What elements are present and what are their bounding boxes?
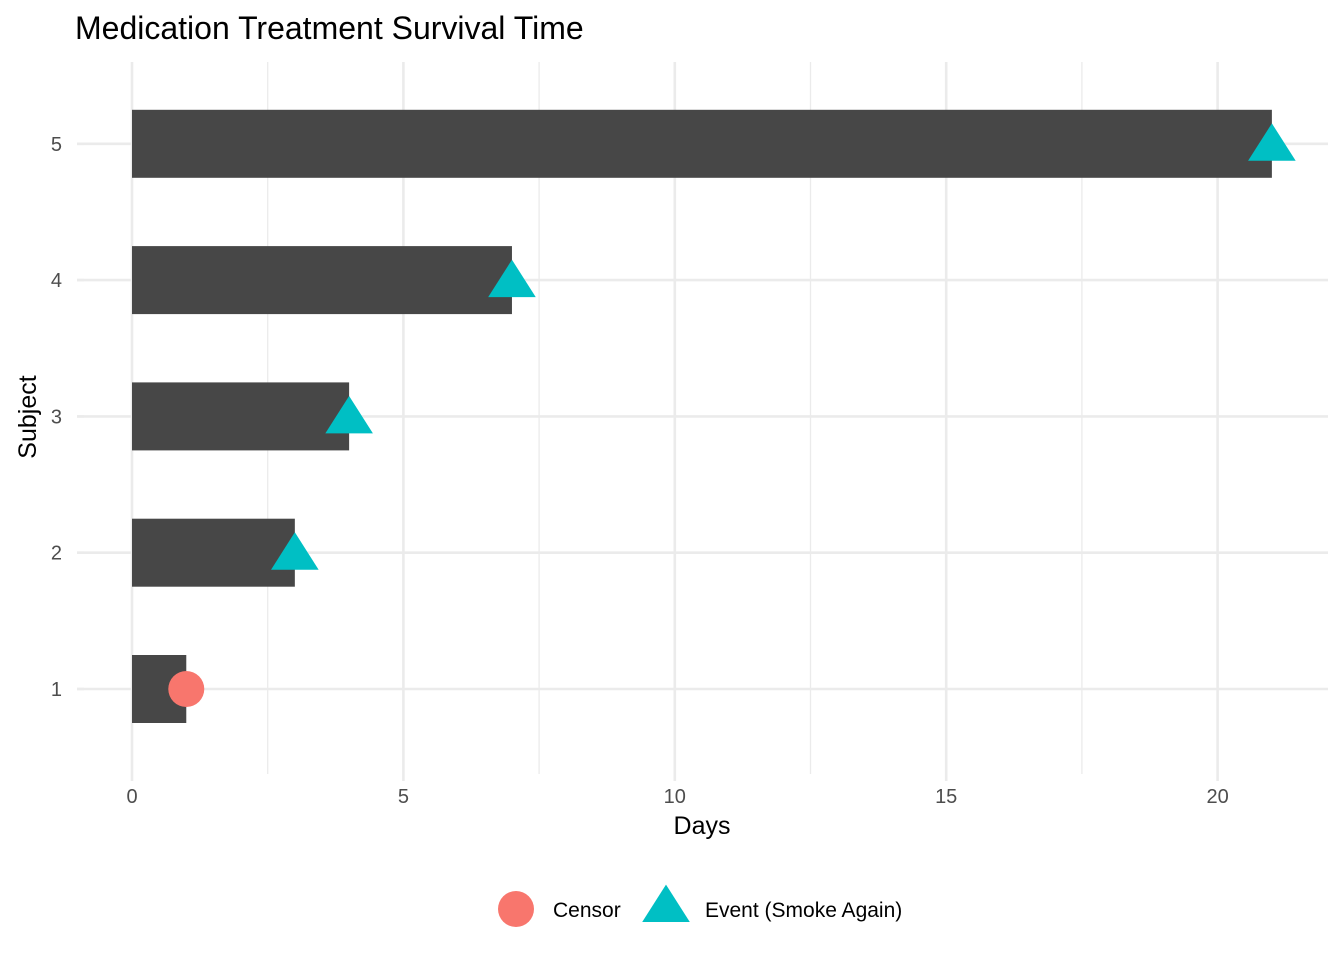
y-axis-ticks: 1 2 3 4 5: [51, 134, 84, 701]
event-marker: [325, 396, 373, 434]
y-tick-label: 3: [51, 406, 62, 428]
x-axis-ticks: 0 5 10 15 20: [126, 774, 1229, 808]
x-axis-title: Days: [674, 812, 731, 840]
bar-layer: [132, 109, 1272, 723]
y-tick-label: 2: [51, 543, 62, 565]
bar-subject-2: [132, 518, 295, 587]
y-axis-title: Subject: [14, 375, 42, 458]
bar-subject-5: [132, 109, 1272, 178]
event-marker: [271, 532, 319, 570]
event-marker: [1248, 123, 1296, 161]
marker-layer: [168, 123, 1296, 707]
x-tick-label: 20: [1206, 786, 1228, 808]
y-tick-label: 4: [51, 270, 62, 292]
y-tick-label: 1: [51, 679, 62, 701]
legend-triangle-icon: [642, 884, 690, 922]
bar-subject-4: [132, 246, 512, 315]
legend-label: Censor: [553, 899, 621, 922]
x-tick-label: 5: [398, 786, 409, 808]
event-marker: [488, 259, 536, 298]
x-tick-label: 0: [126, 786, 137, 808]
legend-label: Event (Smoke Again): [705, 899, 902, 922]
chart-title: Medication Treatment Survival Time: [75, 10, 584, 46]
legend-circle-icon: [498, 891, 534, 927]
x-tick-label: 10: [664, 786, 686, 808]
x-tick-label: 15: [935, 786, 957, 808]
legend: Censor Event (Smoke Again): [498, 884, 902, 927]
censor-marker: [168, 671, 205, 707]
bar-subject-3: [132, 382, 350, 451]
y-tick-label: 5: [51, 134, 62, 156]
